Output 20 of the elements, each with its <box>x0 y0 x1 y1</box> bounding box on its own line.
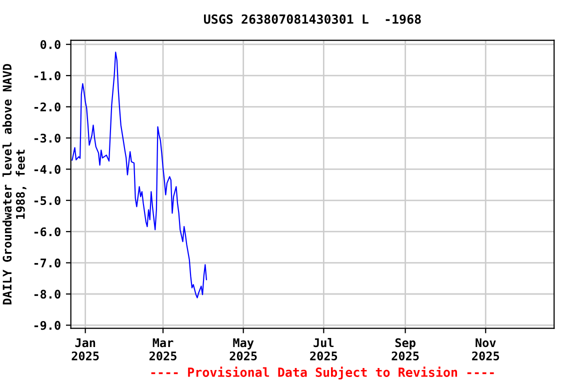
x-tick-label: Jul 2025 <box>310 338 338 360</box>
y-tick-label: -5.0 <box>34 196 60 206</box>
y-tick-label: -8.0 <box>34 290 60 299</box>
line-series <box>72 52 208 298</box>
chart-title: USGS 263807081430301 L -1968 <box>204 14 421 24</box>
x-tick-label: Mar 2025 <box>149 338 176 360</box>
y-tick-label: -2.0 <box>34 102 60 112</box>
y-tick-label: -9.0 <box>34 320 60 330</box>
y-tick-label: -1.0 <box>34 71 60 80</box>
text: ---- Provisional Data Subject to Revision ---- <box>151 366 494 380</box>
x-tick-label: Nov 2025 <box>472 338 500 360</box>
y-tick-label: 0.0 <box>40 40 60 50</box>
y-tick-label: -7.0 <box>34 258 60 268</box>
x-tick-label: May 2025 <box>230 338 257 360</box>
y-axis-title: DAILY Groundwater level above NAVD 1988, feet <box>2 64 26 304</box>
y-tick-label: -4.0 <box>34 164 60 174</box>
x-tick-label: Jan 2025 <box>72 338 99 360</box>
y-tick-label: -6.0 <box>34 227 60 236</box>
y-tick-label: -3.0 <box>34 134 60 143</box>
x-tick-label: Sep 2025 <box>392 338 419 360</box>
